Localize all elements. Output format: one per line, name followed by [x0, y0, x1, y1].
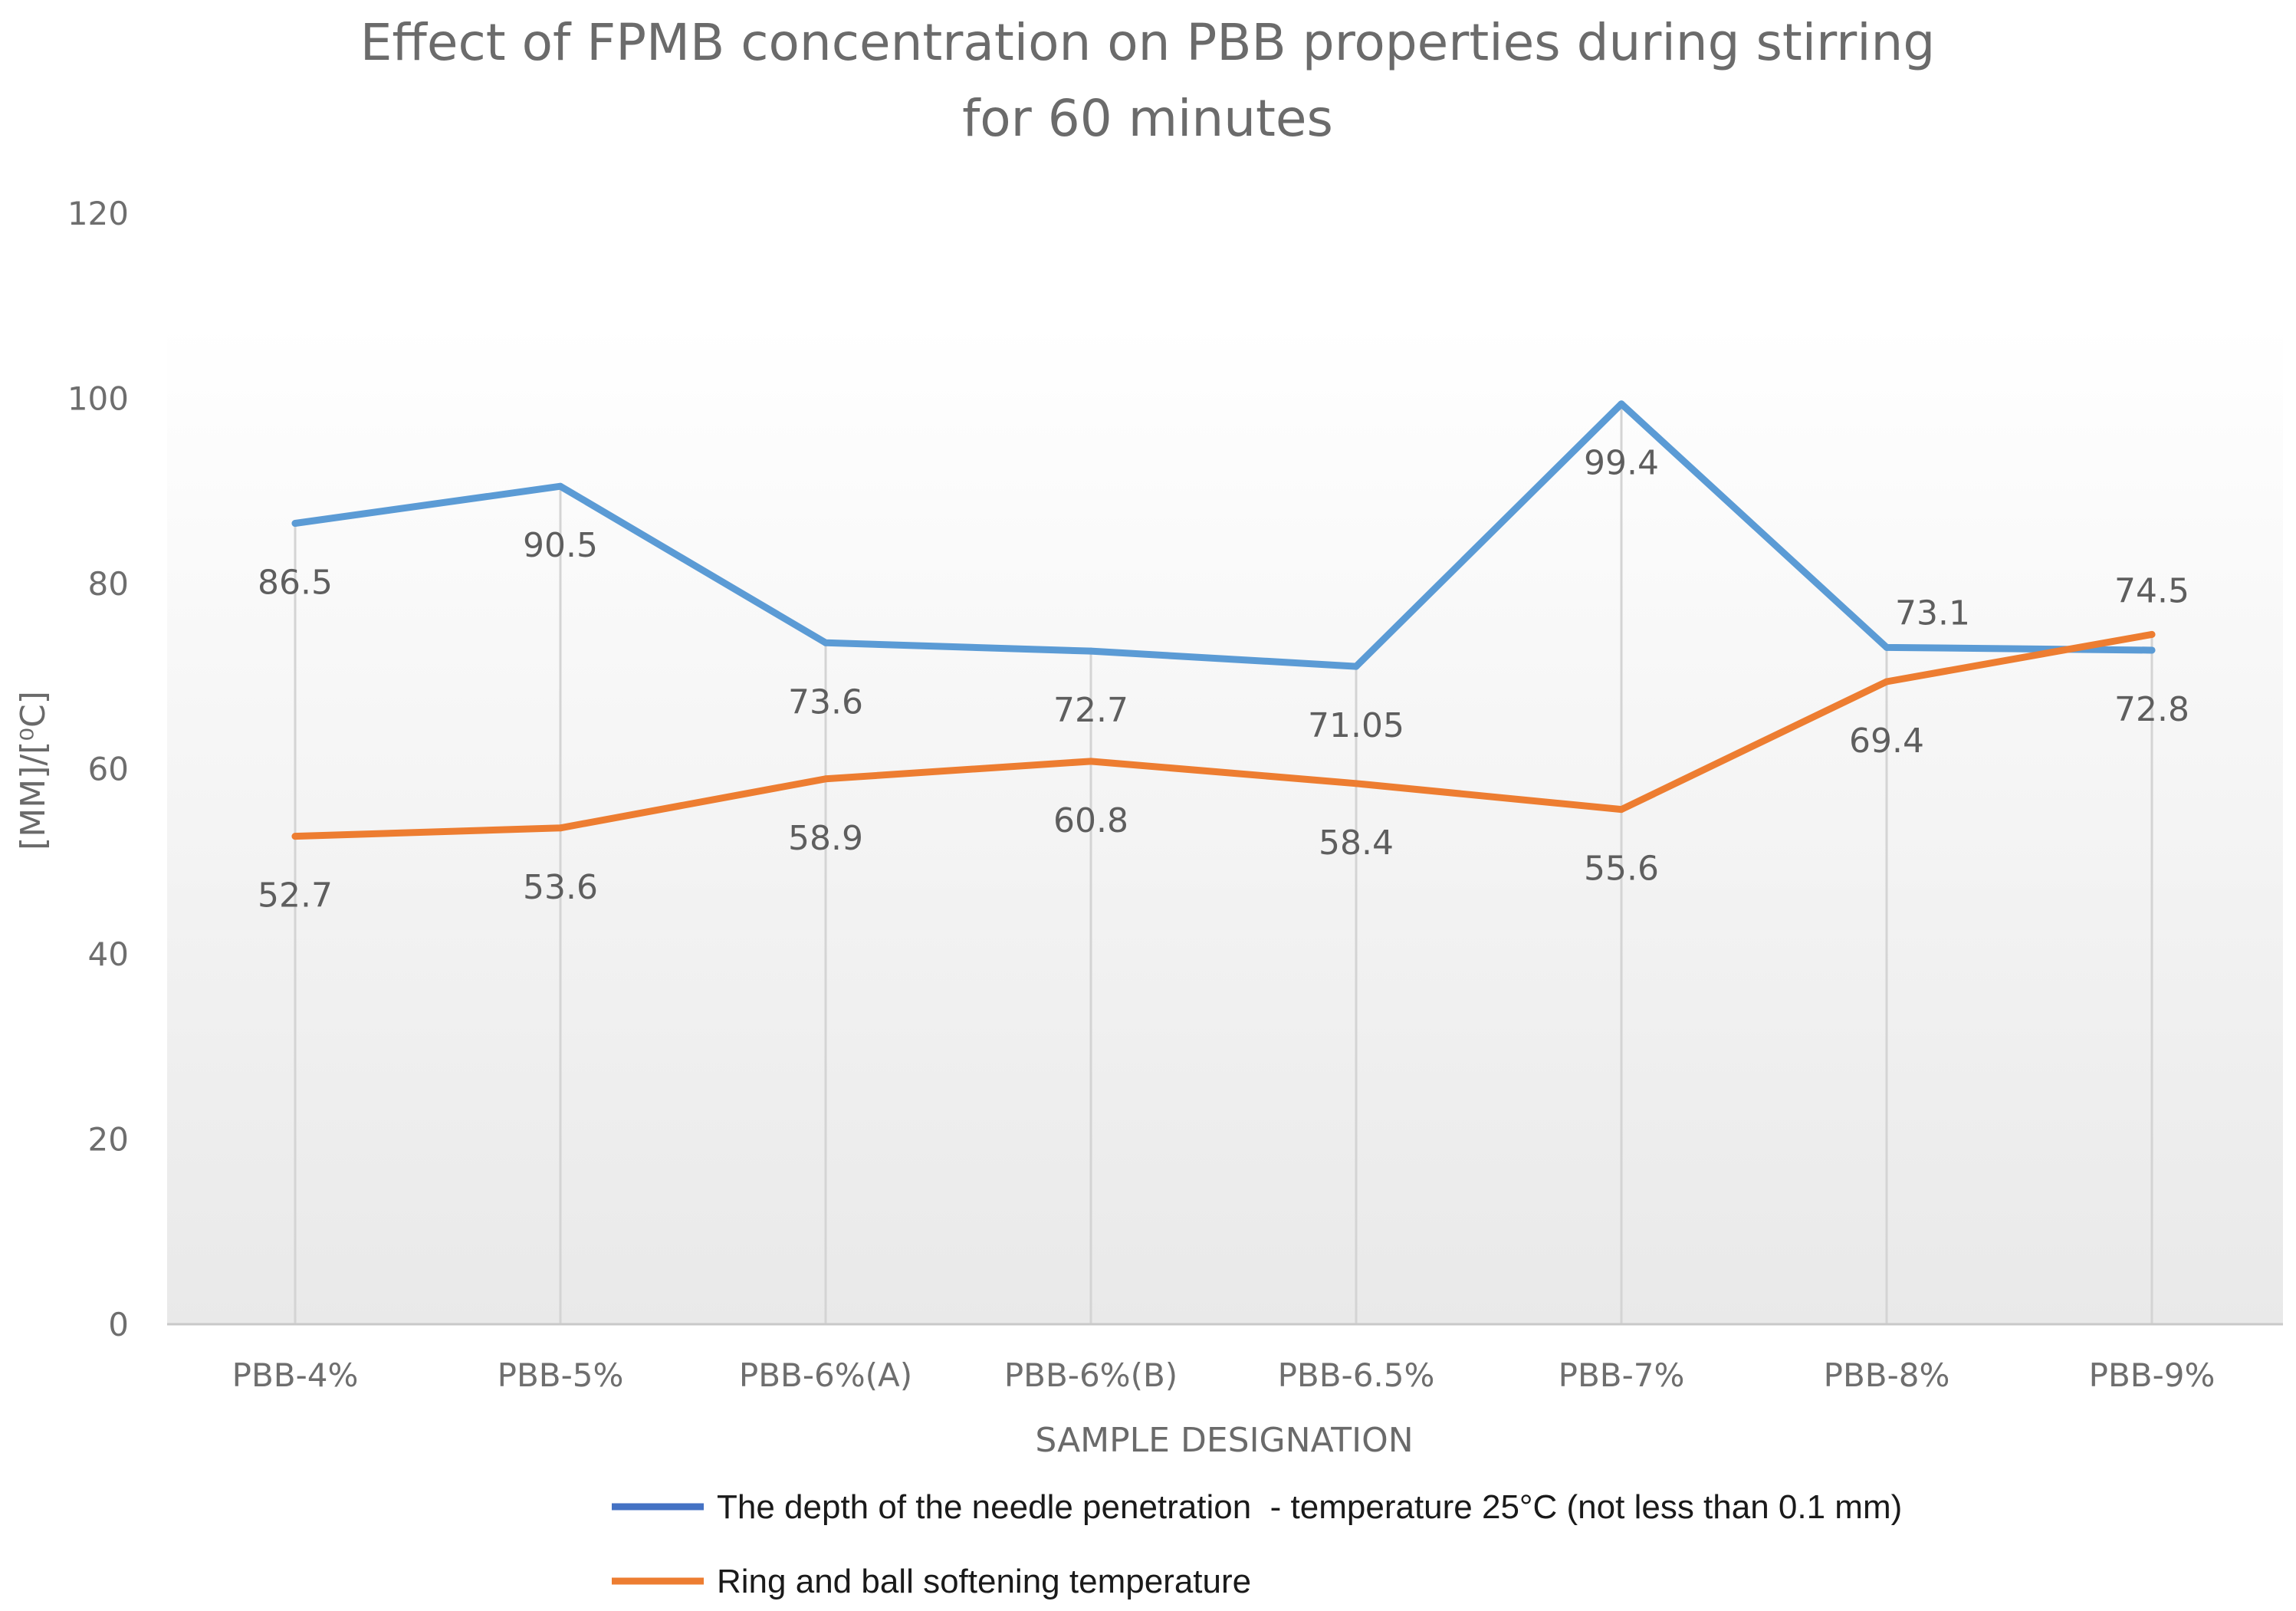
data-label-needle-penetration-pbb-8: 73.1: [1895, 593, 1970, 633]
x-tick-label-pbb-6-5: PBB-6.5%: [1278, 1356, 1435, 1394]
y-tick-label-0: 0: [108, 1306, 129, 1343]
y-tick-label-120: 120: [67, 195, 129, 232]
data-label-needle-penetration-pbb-6-b: 72.7: [1053, 691, 1128, 730]
data-point-needle-penetration-pbb-6-5: [1352, 662, 1360, 670]
data-label-softening-temperature-pbb-4: 52.7: [258, 876, 333, 916]
data-labels: 86.5 52.7 90.5 53.6 73.6 58.9 72.7 60.8 71.05 58.…: [258, 444, 2189, 916]
data-label-needle-penetration-pbb-7: 99.4: [1584, 444, 1659, 483]
data-label-needle-penetration-pbb-4: 86.5: [258, 564, 333, 603]
y-tick-label-100: 100: [67, 380, 129, 418]
series-line-softening-temperature: [291, 630, 2156, 840]
data-point-needle-penetration-pbb-9: [2148, 646, 2156, 654]
y-tick-label-80: 80: [88, 565, 129, 603]
data-point-softening-temperature-pbb-6-5: [1352, 780, 1360, 787]
chart-title-line-2: for 60 minutes: [962, 89, 1333, 148]
y-axis-title: [MM]/[⁰C]: [14, 691, 53, 850]
series-line-needle-penetration: [291, 400, 2156, 670]
x-tick-label-pbb-8: PBB-8%: [1824, 1356, 1950, 1394]
data-point-needle-penetration-pbb-6-b: [1087, 647, 1095, 655]
legend: The depth of the needle penetration - te…: [612, 1488, 1902, 1600]
data-point-softening-temperature-pbb-6-a: [822, 775, 829, 783]
data-label-needle-penetration-pbb-6-5: 71.05: [1308, 706, 1404, 745]
data-label-softening-temperature-pbb-8: 69.4: [1849, 722, 1924, 761]
x-tick-label-pbb-6-a: PBB-6%(A): [739, 1356, 912, 1394]
data-point-needle-penetration-pbb-5: [557, 482, 564, 490]
y-axis-tick-labels: 0 20 40 60 80 100 120: [67, 195, 129, 1343]
data-point-softening-temperature-pbb-4: [291, 833, 299, 840]
data-point-softening-temperature-pbb-8: [1883, 678, 1890, 685]
data-label-softening-temperature-pbb-7: 55.6: [1584, 850, 1659, 889]
x-axis-title: SAMPLE DESIGNATION: [1035, 1421, 1413, 1460]
x-tick-label-pbb-6-b: PBB-6%(B): [1004, 1356, 1178, 1394]
data-label-softening-temperature-pbb-5: 53.6: [523, 868, 598, 907]
data-point-needle-penetration-pbb-6-a: [822, 639, 829, 646]
x-axis-tick-labels: PBB-4% PBB-5% PBB-6%(A) PBB-6%(B) PBB-6.5% PB…: [232, 1356, 2216, 1394]
plot-area-background: [167, 322, 2283, 1324]
data-point-softening-temperature-pbb-6-b: [1087, 758, 1095, 765]
data-label-softening-temperature-pbb-6-b: 60.8: [1053, 801, 1128, 840]
chart-title-line-1: Effect of FPMB concentration on PBB prop…: [360, 13, 1936, 72]
data-point-softening-temperature-pbb-9: [2148, 630, 2156, 638]
data-point-needle-penetration-pbb-8: [1883, 643, 1890, 651]
legend-label-needle-penetration: The depth of the needle penetration - te…: [717, 1488, 1902, 1526]
data-label-softening-temperature-pbb-9: 74.5: [2114, 571, 2189, 610]
data-point-needle-penetration-pbb-7: [1618, 400, 1625, 408]
legend-label-softening-temperature: Ring and ball softening temperature: [717, 1563, 1251, 1600]
data-point-softening-temperature-pbb-5: [557, 824, 564, 832]
x-tick-label-pbb-7: PBB-7%: [1559, 1356, 1685, 1394]
x-tick-label-pbb-9: PBB-9%: [2089, 1356, 2216, 1394]
data-label-needle-penetration-pbb-6-a: 73.6: [788, 682, 863, 722]
data-point-softening-temperature-pbb-7: [1618, 806, 1625, 814]
data-label-needle-penetration-pbb-5: 90.5: [523, 526, 598, 565]
x-tick-label-pbb-4: PBB-4%: [232, 1356, 359, 1394]
data-point-needle-penetration-pbb-4: [291, 520, 299, 528]
x-tick-label-pbb-5: PBB-5%: [498, 1356, 624, 1394]
y-tick-label-60: 60: [88, 751, 129, 788]
data-label-softening-temperature-pbb-6-5: 58.4: [1319, 824, 1394, 863]
data-label-softening-temperature-pbb-6-a: 58.9: [788, 819, 863, 858]
y-tick-label-20: 20: [88, 1121, 129, 1159]
data-label-needle-penetration-pbb-9: 72.8: [2114, 690, 2189, 729]
series-lines: [291, 400, 2156, 840]
y-tick-label-40: 40: [88, 935, 129, 973]
